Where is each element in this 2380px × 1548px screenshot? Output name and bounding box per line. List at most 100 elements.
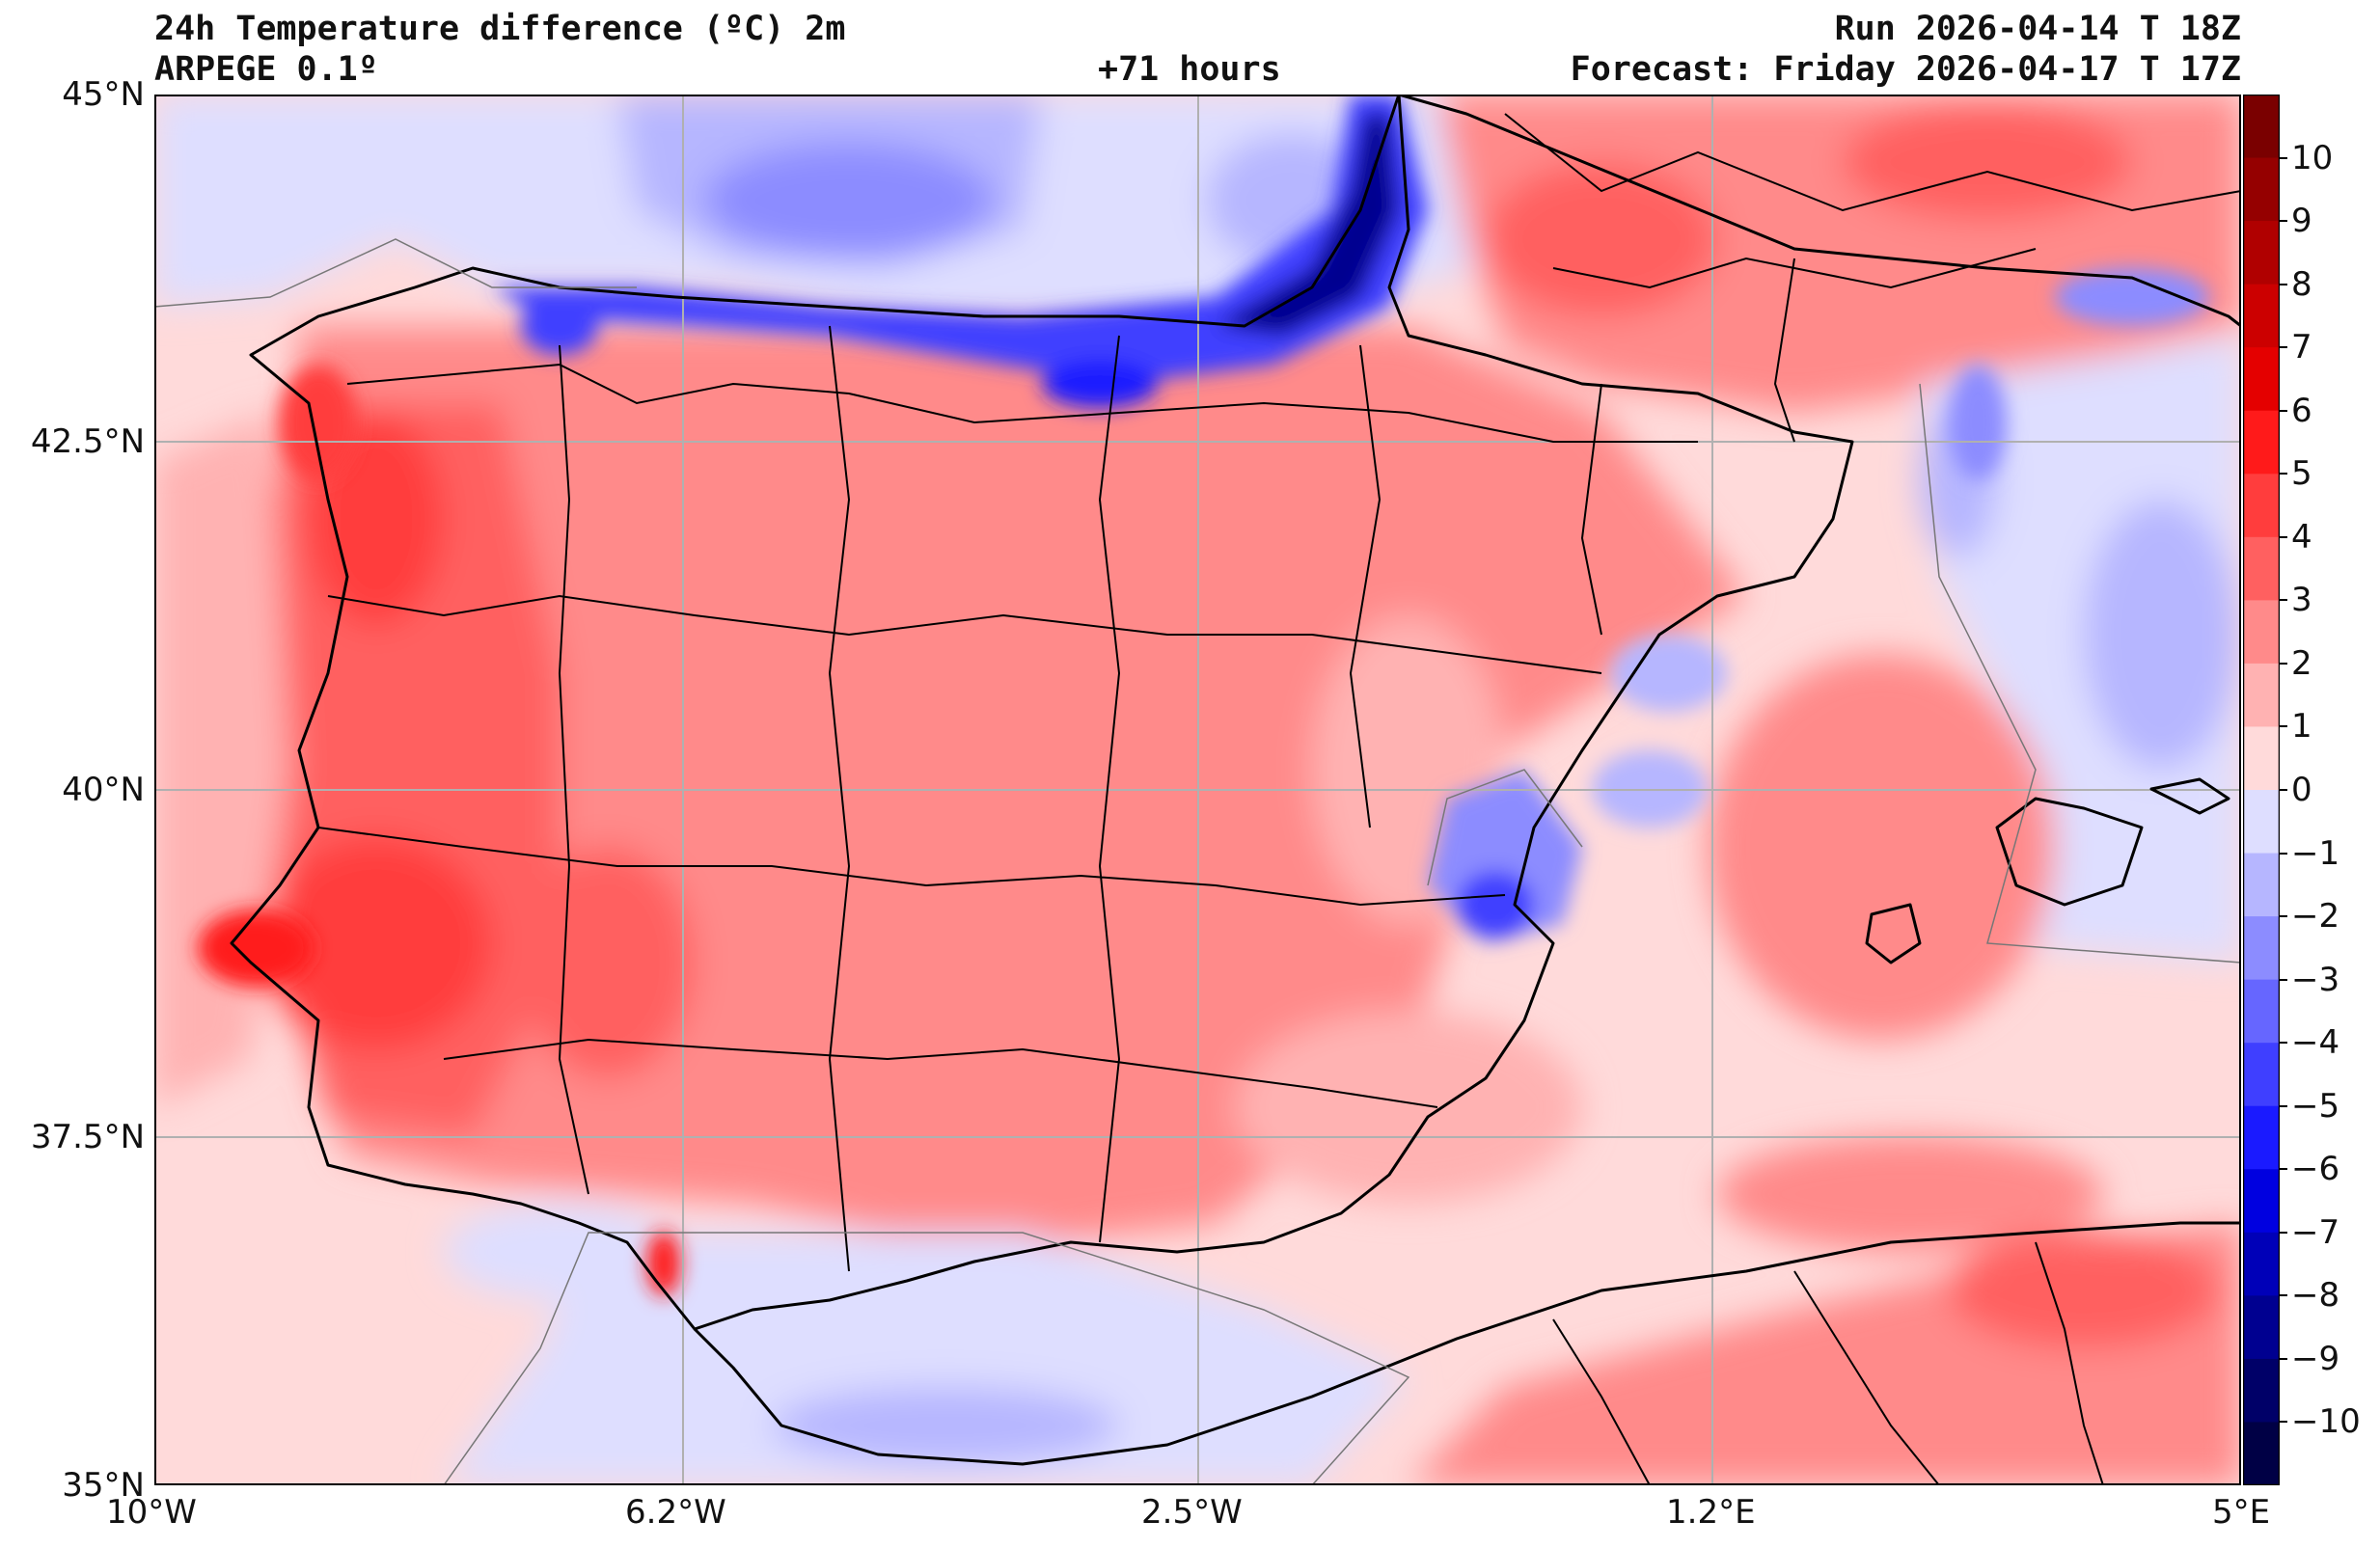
colorbar-tick <box>2280 1042 2287 1045</box>
colorbar-block <box>2243 1422 2280 1485</box>
colorbar-label: 1 <box>2291 707 2312 747</box>
colorbar-label: −5 <box>2291 1086 2340 1126</box>
menorca <box>2149 777 2230 815</box>
colorbar-block <box>2243 663 2280 727</box>
colorbar-label: −8 <box>2291 1276 2340 1316</box>
colorbar-block <box>2243 410 2280 475</box>
lon-label: 2.5°W <box>1141 1493 1243 1532</box>
temperature-map <box>154 95 2241 1485</box>
gibraltar-hot-spot <box>646 1231 681 1296</box>
colorbar-tick <box>2280 1421 2287 1424</box>
biscay-cool-core <box>704 143 994 258</box>
gulf-of-lion-cool <box>1920 336 2241 963</box>
colorbar-block <box>2243 1232 2280 1296</box>
graticule <box>154 95 2241 1485</box>
colorbar-block <box>2243 284 2280 348</box>
colorbar-block <box>2243 95 2280 159</box>
colorbar-tick <box>2280 346 2287 349</box>
biscay-coast-cold-band <box>492 95 1428 384</box>
colorbar-tick <box>2280 535 2287 538</box>
lat-label: 35°N <box>62 1466 145 1505</box>
colorbar-tick <box>2280 915 2287 918</box>
colorbar-block <box>2243 600 2280 665</box>
colorbar-label: 4 <box>2291 517 2312 557</box>
colorbar-tick <box>2280 725 2287 728</box>
map-title: 24h Temperature difference (ºC) 2m <box>154 10 846 48</box>
colorbar-tick <box>2280 852 2287 855</box>
north-africa-coastline <box>693 1221 2241 1466</box>
lon-label: 6.2°W <box>625 1493 726 1532</box>
colorbar-label: −10 <box>2291 1402 2361 1442</box>
colorbar-block <box>2243 726 2280 791</box>
mallorca <box>1995 797 2144 907</box>
colorbar-block <box>2243 853 2280 917</box>
france-coastline <box>1398 95 2241 328</box>
run-label: Run 2026-04-14 T 18Z <box>1834 10 2241 48</box>
colorbar-label: −6 <box>2291 1150 2340 1189</box>
portugal-hot-core-south <box>260 837 492 1049</box>
colorbar-tick <box>2280 599 2287 602</box>
colorbar-block <box>2243 221 2280 285</box>
colorbar-label: 7 <box>2291 328 2312 367</box>
colorbar-label: −7 <box>2291 1212 2340 1252</box>
colorbar-block <box>2243 1358 2280 1423</box>
colorbar-block <box>2243 1043 2280 1107</box>
lon-label: 1.2°E <box>1666 1493 1756 1532</box>
colorbar-block <box>2243 1105 2280 1170</box>
colorbar-block <box>2243 979 2280 1044</box>
colorbar-label: 5 <box>2291 454 2312 494</box>
colorbar-block <box>2243 1169 2280 1234</box>
colorbar-label: 8 <box>2291 264 2312 304</box>
colorbar-tick <box>2280 1231 2287 1234</box>
colorbar-label: 6 <box>2291 391 2312 430</box>
lon-label: 10°W <box>106 1493 197 1532</box>
colorbar-tick <box>2280 473 2287 475</box>
colorbar-blocks <box>2243 95 2280 1485</box>
colorbar-label: 3 <box>2291 581 2312 620</box>
colorbar-tick <box>2280 662 2287 665</box>
colorbar-block <box>2243 916 2280 981</box>
iberia-coastline <box>230 95 1854 1331</box>
colorbar-block <box>2243 1295 2280 1360</box>
colorbar-label: 2 <box>2291 643 2312 683</box>
colorbar-tick <box>2280 978 2287 981</box>
colorbar-tick <box>2280 156 2287 159</box>
lat-label: 45°N <box>62 75 145 114</box>
lat-label: 40°N <box>62 771 145 809</box>
zero-contours <box>154 238 2241 1485</box>
forecast-label: Forecast: Friday 2026-04-17 T 17Z <box>1570 50 2241 89</box>
colorbar-label: 0 <box>2291 771 2312 809</box>
colorbar-label: 10 <box>2291 138 2334 177</box>
lat-label: 42.5°N <box>30 422 145 461</box>
model-label: ARPEGE 0.1º <box>154 50 378 89</box>
colorbar-label: −2 <box>2291 897 2340 937</box>
colorbar-block <box>2243 347 2280 412</box>
colorbar-block <box>2243 536 2280 601</box>
colorbar-tick <box>2280 1294 2287 1297</box>
admin-borders <box>317 113 2241 1485</box>
colorbar-tick <box>2280 283 2287 285</box>
balearic-warm <box>1708 654 2055 1040</box>
colorbar-label: −3 <box>2291 960 2340 999</box>
alboran-cool-zone <box>444 1233 1409 1485</box>
map-border <box>154 95 2241 1485</box>
colorbar-label: −1 <box>2291 833 2340 873</box>
colorbar-tick <box>2280 409 2287 412</box>
colorbar-block <box>2243 474 2280 538</box>
lead-time-label: +71 hours <box>1098 50 1281 89</box>
colorbar-tick <box>2280 220 2287 223</box>
colorbar-tick <box>2280 1357 2287 1360</box>
colorbar-label: 9 <box>2291 202 2312 241</box>
colorbar-block <box>2243 790 2280 855</box>
colorbar-tick <box>2280 1168 2287 1171</box>
colorbar-tick <box>2280 1104 2287 1107</box>
colorbar-block <box>2243 157 2280 222</box>
colorbar-label: −4 <box>2291 1023 2340 1063</box>
colorbar-tick <box>2280 789 2287 791</box>
ibiza <box>1865 903 1922 964</box>
lon-label: 5°E <box>2212 1493 2271 1532</box>
valencia-cold-core <box>1457 871 1534 938</box>
coastlines <box>230 95 2241 1466</box>
colorbar-label: −9 <box>2291 1339 2340 1378</box>
colorbar <box>2243 95 2280 1485</box>
